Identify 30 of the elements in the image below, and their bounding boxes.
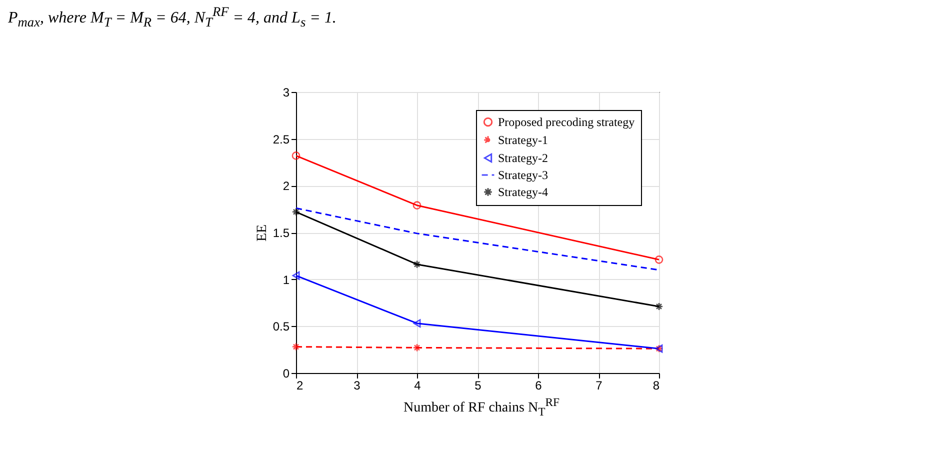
x-tick-label: 4: [414, 378, 422, 392]
legend-label: Strategy-4: [498, 185, 548, 199]
x-tick-label: 8: [652, 378, 660, 392]
x-tick-label: 3: [354, 378, 361, 392]
legend-label: Strategy-2: [498, 151, 548, 165]
point: [292, 271, 300, 280]
caption-text: P$_{max}$, where M$_{T}$ = M$_{R}$ = 64, N$_{T}$$^{RF}$ = 4, and L$_{s}$ = 1.: [8, 4, 336, 31]
y-tick-label: 2: [282, 179, 290, 194]
legend-label: Proposed precoding strategy: [498, 115, 635, 129]
y-tick-label: 0.5: [272, 320, 290, 334]
y-tick-label: 3: [282, 86, 290, 100]
point: [654, 255, 664, 264]
point: [292, 152, 300, 160]
y-tick-label: 2.5: [272, 132, 290, 146]
point: [412, 260, 422, 269]
y-tick-label: 0: [282, 366, 290, 380]
y-axis-title: EE: [254, 224, 270, 242]
y-tick-label: 1.5: [272, 226, 290, 240]
point: [413, 319, 421, 328]
x-tick-label: 2: [296, 378, 304, 392]
x-tick-label: 7: [596, 378, 603, 392]
legend-label: Strategy-1: [498, 133, 548, 147]
y-tick-label: 1: [282, 272, 290, 287]
legend-label: Strategy-3: [498, 168, 548, 182]
point: [654, 302, 664, 311]
point: [292, 342, 300, 351]
point: [412, 201, 422, 210]
x-tick-label: 5: [474, 378, 482, 392]
point: [292, 208, 300, 216]
x-tick-label: 6: [535, 378, 542, 392]
